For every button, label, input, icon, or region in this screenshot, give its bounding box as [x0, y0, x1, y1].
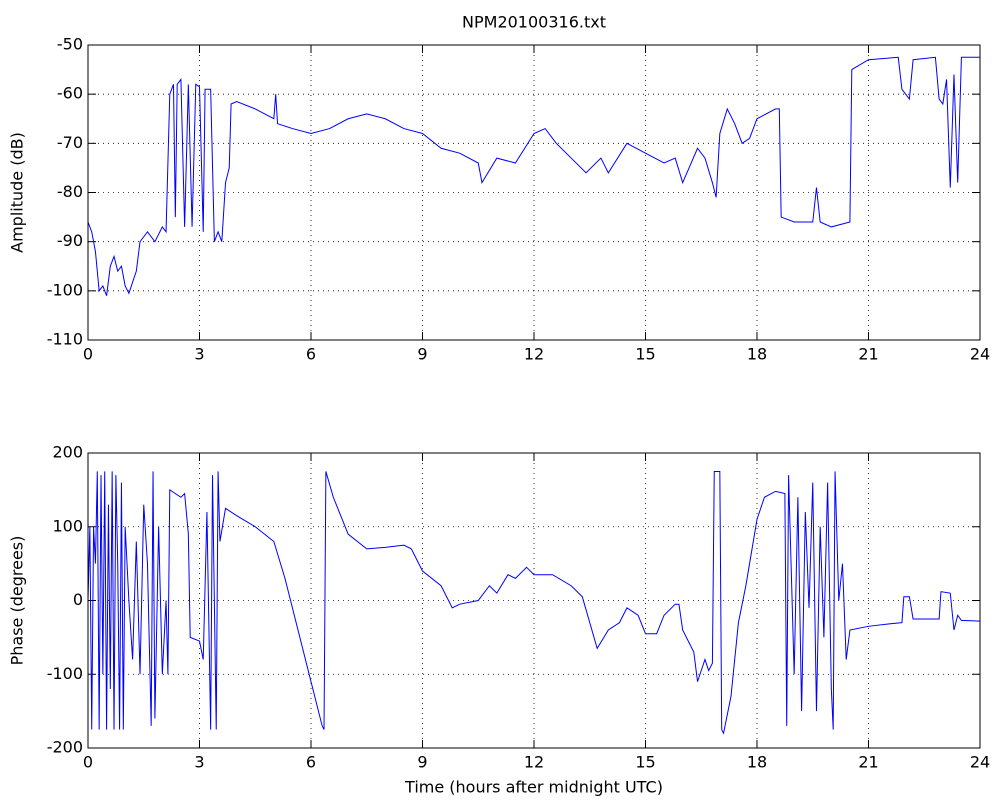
- x-tick-label: 12: [524, 753, 544, 772]
- x-tick-label: 15: [635, 345, 655, 364]
- y-tick-label: -50: [57, 35, 83, 54]
- x-tick-label: 21: [858, 345, 878, 364]
- plot-frame: [87, 44, 981, 341]
- x-tick-label: 18: [747, 753, 767, 772]
- x-tick-label: 9: [417, 345, 427, 364]
- x-tick-label: 9: [417, 753, 427, 772]
- data-line: [87, 470, 981, 735]
- y-tick-label: -110: [47, 330, 83, 349]
- y-axis-label: Amplitude (dB): [8, 132, 27, 253]
- y-tick-label: -80: [57, 182, 83, 201]
- y-tick-label: 100: [52, 516, 83, 535]
- x-tick-label: 24: [970, 345, 990, 364]
- y-tick-label: 200: [52, 443, 83, 462]
- y-tick-label: -90: [57, 231, 83, 250]
- x-tick-label: 12: [524, 345, 544, 364]
- plot-frame: [87, 452, 981, 749]
- y-tick-label: -70: [57, 133, 83, 152]
- y-tick-label: -200: [47, 738, 83, 757]
- x-tick-label: 3: [194, 753, 204, 772]
- x-tick-label: 6: [306, 345, 316, 364]
- data-line: [87, 56, 980, 296]
- x-tick-label: 0: [83, 345, 93, 364]
- x-axis-label: Time (hours after midnight UTC): [404, 778, 663, 797]
- chart-title: NPM20100316.txt: [462, 13, 606, 32]
- y-tick-label: 0: [73, 590, 83, 609]
- y-tick-label: -60: [57, 84, 83, 103]
- y-axis-label: Phase (degrees): [8, 536, 27, 666]
- x-tick-label: 3: [194, 345, 204, 364]
- x-tick-label: 0: [83, 753, 93, 772]
- y-tick-label: -100: [47, 280, 83, 299]
- y-tick-label: -100: [47, 664, 83, 683]
- x-tick-label: 18: [747, 345, 767, 364]
- x-tick-label: 24: [970, 753, 990, 772]
- x-tick-label: 6: [306, 753, 316, 772]
- x-tick-label: 15: [635, 753, 655, 772]
- x-tick-label: 21: [858, 753, 878, 772]
